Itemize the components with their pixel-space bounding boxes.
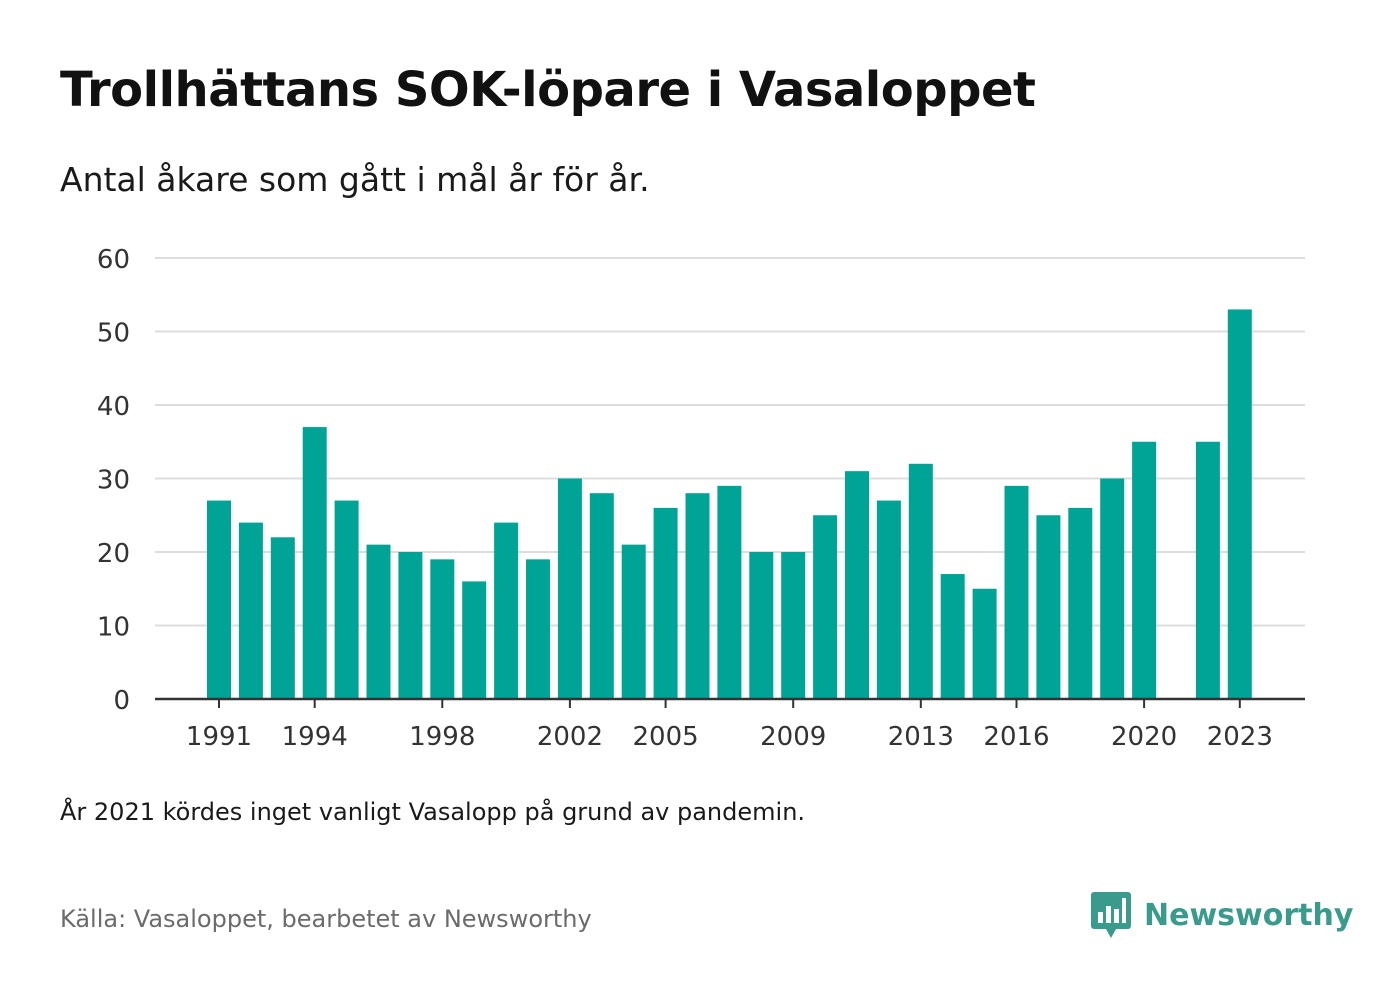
bar-1997	[398, 552, 423, 699]
x-tick-label: 2002	[537, 722, 603, 752]
bar-2007	[717, 485, 742, 699]
bar-2023	[1227, 309, 1252, 699]
y-tick-label: 60	[97, 245, 130, 275]
bar-2019	[1100, 478, 1125, 699]
x-tick-label: 1991	[186, 722, 252, 752]
x-axis-ticks: 1991 1994 1998 2002 2005 2009 2013 2016 2020 2023	[186, 699, 1273, 752]
bar-1998	[430, 559, 455, 699]
bar-1999	[462, 581, 487, 699]
y-tick-label: 30	[97, 466, 130, 496]
bars	[207, 309, 1252, 699]
bar-2005	[653, 507, 678, 699]
x-tick-label: 2013	[888, 722, 954, 752]
y-tick-label: 40	[97, 392, 130, 422]
bar-1991	[207, 500, 231, 699]
y-tick-label: 20	[97, 539, 130, 569]
bar-2001	[526, 559, 550, 699]
bar-2018	[1068, 507, 1093, 699]
bar-1996	[366, 544, 391, 699]
y-tick-label: 50	[97, 319, 130, 349]
x-tick-label: 2020	[1111, 722, 1177, 752]
x-tick-label: 2023	[1207, 722, 1273, 752]
y-tick-label: 0	[113, 686, 130, 716]
newsworthy-logo-text: Newsworthy	[1144, 897, 1354, 933]
bar-2020	[1132, 441, 1157, 699]
bar-2002	[557, 478, 582, 699]
bar-2008	[749, 552, 774, 699]
x-tick-label: 2016	[983, 722, 1049, 752]
bar-2013	[908, 463, 933, 699]
bar-2004	[621, 544, 646, 699]
bar-1992	[238, 522, 263, 699]
bar-2010	[813, 515, 838, 699]
chart-note: År 2021 kördes inget vanligt Vasalopp på…	[60, 798, 806, 826]
y-tick-label: 10	[97, 613, 130, 643]
newsworthy-logo: Newsworthy	[1090, 890, 1353, 940]
bar-2006	[685, 493, 710, 699]
bar-chart: 0 10 20 30 40 50 60 1991 1994 1998 2002 2005 2009 20…	[97, 245, 1305, 752]
bar-2012	[876, 500, 901, 699]
bar-2000	[494, 522, 519, 699]
chart-subtitle: Antal åkare som gått i mål år för år.	[60, 160, 650, 199]
bar-2017	[1036, 515, 1061, 699]
bar-2016	[1004, 485, 1029, 699]
x-tick-label: 1998	[409, 722, 475, 752]
bar-2009	[781, 552, 806, 699]
source-text: Källa: Vasaloppet, bearbetet av Newswort…	[60, 905, 592, 933]
x-tick-label: 2009	[760, 722, 826, 752]
bar-2022	[1195, 441, 1220, 699]
newsworthy-logo-icon	[1091, 892, 1131, 938]
x-tick-label: 1994	[282, 722, 348, 752]
bar-2015	[972, 588, 997, 699]
y-axis-ticks: 0 10 20 30 40 50 60	[97, 245, 130, 716]
x-tick-label: 2005	[633, 722, 699, 752]
bar-1995	[334, 500, 359, 699]
bar-2014	[940, 574, 965, 699]
chart-title: Trollhättans SOK-löpare i Vasaloppet	[60, 62, 1036, 118]
bar-2003	[589, 493, 614, 699]
bar-1994	[302, 427, 327, 699]
bar-1993	[270, 537, 295, 699]
bar-2011	[845, 471, 869, 699]
